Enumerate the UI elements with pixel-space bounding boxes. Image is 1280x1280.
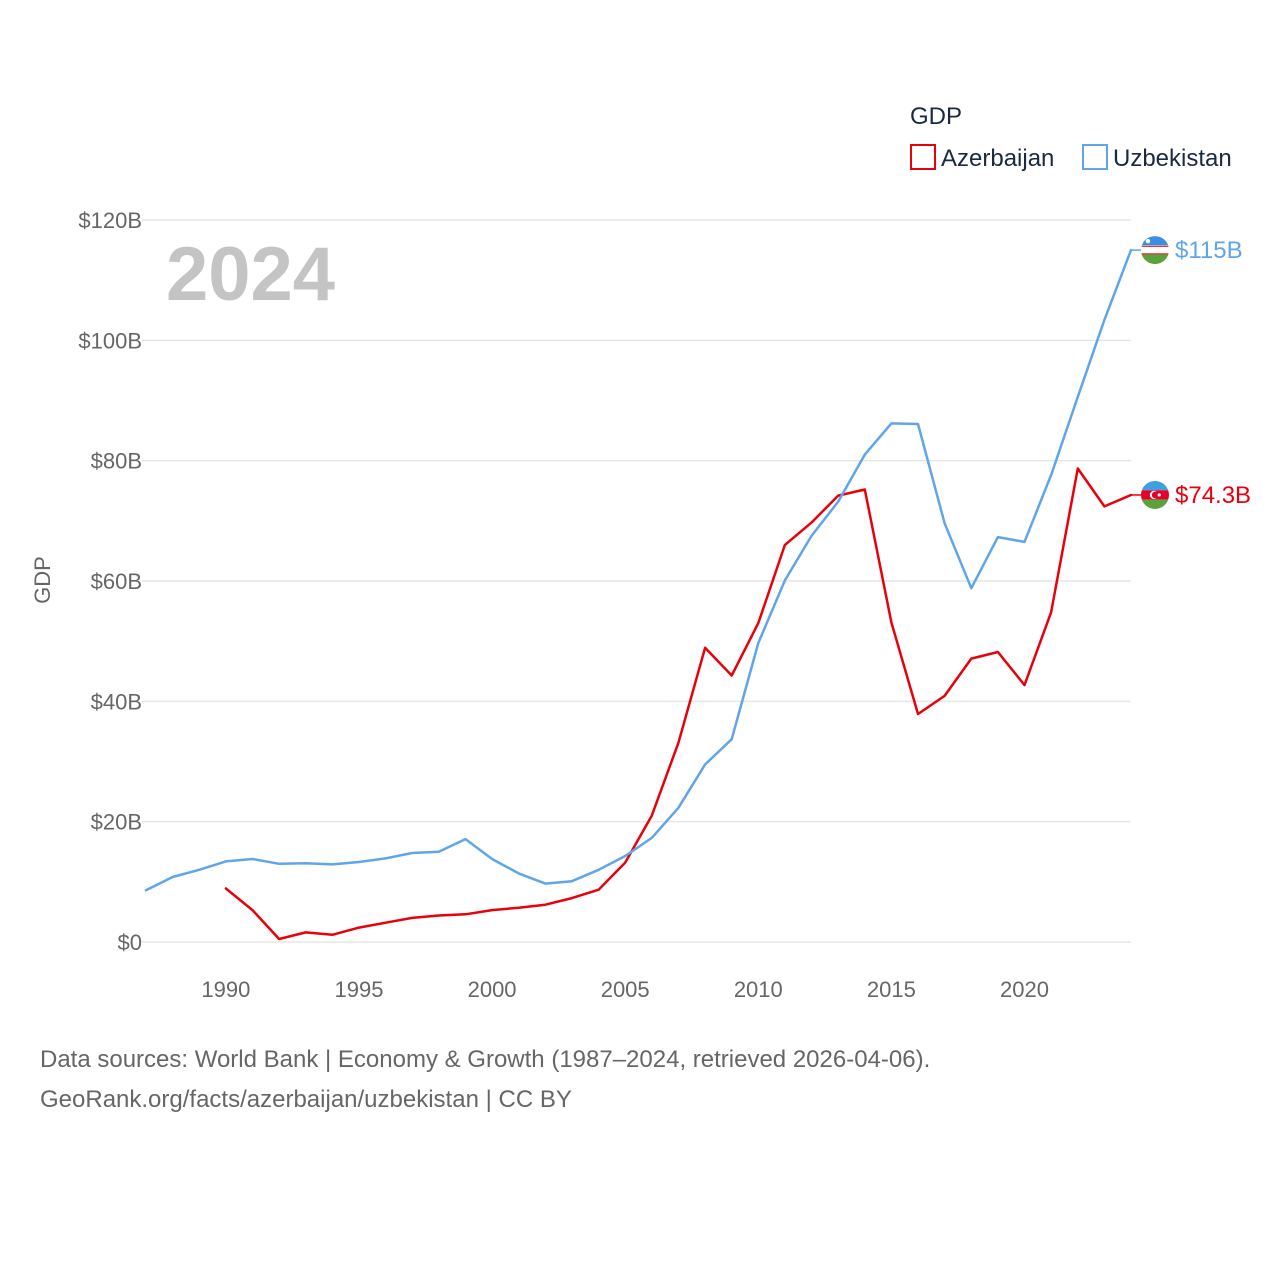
x-axis-ticks: 1990 1995 2000 2005 2010 2015 2020	[201, 977, 1049, 1002]
legend-title: GDP	[910, 103, 962, 130]
x-tick-label: 2010	[734, 977, 783, 1002]
legend-swatch-azerbaijan	[910, 144, 936, 170]
y-axis-ticks: $0 $20B $40B $60B $80B $100B $120B	[78, 208, 142, 955]
y-tick-label: $100B	[78, 328, 142, 353]
x-tick-label: 1995	[334, 977, 383, 1002]
legend-swatch-uzbekistan	[1082, 144, 1108, 170]
end-value-label-azerbaijan: $74.3B	[1175, 482, 1251, 509]
series-line-azerbaijan[interactable]	[224, 467, 1133, 941]
year-watermark: 2024	[166, 232, 335, 317]
gridlines	[142, 219, 1131, 943]
y-tick-label: $40B	[91, 689, 142, 714]
legend-item-uzbekistan[interactable]: Uzbekistan	[1082, 144, 1232, 172]
x-tick-label: 1990	[201, 977, 250, 1002]
y-tick-label: $20B	[91, 810, 142, 835]
azerbaijan-flag-icon	[1141, 480, 1169, 509]
footer-credit: GeoRank.org/facts/azerbaijan/uzbekistan …	[40, 1086, 572, 1113]
y-axis-label: GDP	[30, 556, 55, 604]
y-tick-label: $60B	[91, 569, 142, 594]
x-tick-label: 2000	[468, 977, 517, 1002]
end-markers: $74.3B $115B	[1131, 236, 1251, 509]
end-value-label-uzbekistan: $115B	[1175, 237, 1243, 264]
legend-label-azerbaijan: Azerbaijan	[941, 145, 1054, 172]
legend-item-azerbaijan[interactable]: Azerbaijan	[910, 144, 1054, 172]
footer: Data sources: World Bank | Economy & Gro…	[40, 1040, 1240, 1120]
legend: GDP Azerbaijan Uzbekistan	[910, 103, 1232, 172]
x-tick-label: 2015	[867, 977, 916, 1002]
y-tick-label: $80B	[91, 449, 142, 474]
footer-sources: Data sources: World Bank | Economy & Gro…	[40, 1046, 931, 1073]
series-lines	[144, 248, 1133, 941]
series-line-uzbekistan[interactable]	[144, 248, 1133, 892]
y-tick-label: $120B	[78, 208, 142, 233]
x-tick-label: 2005	[601, 977, 650, 1002]
y-tick-label: $0	[118, 930, 142, 955]
legend-label-uzbekistan: Uzbekistan	[1113, 145, 1232, 172]
x-tick-label: 2020	[1000, 977, 1049, 1002]
uzbekistan-flag-icon	[1141, 236, 1169, 265]
